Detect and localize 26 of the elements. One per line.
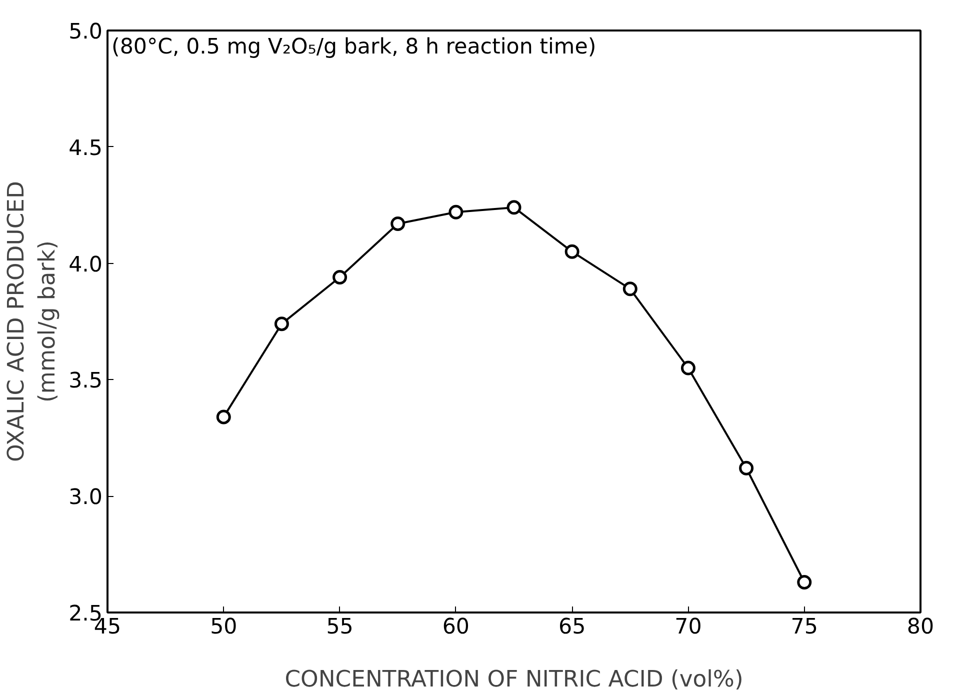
x-tick-label: 75 (790, 614, 818, 640)
point (506, 200, 522, 215)
x-tick-label: 65 (558, 614, 586, 640)
point (739, 460, 754, 476)
point (332, 270, 348, 285)
x-tick-label: 50 (210, 614, 238, 640)
point (274, 316, 289, 332)
y-tick-label: 4.5 (68, 136, 103, 161)
x-tick-label: 55 (326, 614, 354, 640)
x-tick-label: 80 (906, 614, 934, 640)
point (216, 410, 231, 424)
point (797, 575, 812, 590)
y-tick-label: 4.0 (68, 252, 103, 278)
x-axis-title: CONCENTRATION OF NITRIC ACID (vol%) (284, 666, 744, 692)
point (622, 282, 638, 296)
point (448, 204, 464, 220)
x-tick-label: 60 (442, 614, 470, 640)
y-axis-title: OXALIC ACID PRODUCED (mmol/g bark) (3, 181, 61, 462)
point (564, 244, 580, 259)
y-tick-label: 3.0 (68, 485, 103, 510)
y-tick-label: 5.0 (68, 20, 103, 44)
point (680, 360, 696, 376)
y-tick-label: 3.5 (68, 368, 103, 394)
point (390, 216, 406, 231)
x-tick-label: 70 (674, 614, 702, 640)
annotation: (80°C, 0.5 mg V₂O₅/g bark, 8 h reaction time) (112, 34, 596, 60)
